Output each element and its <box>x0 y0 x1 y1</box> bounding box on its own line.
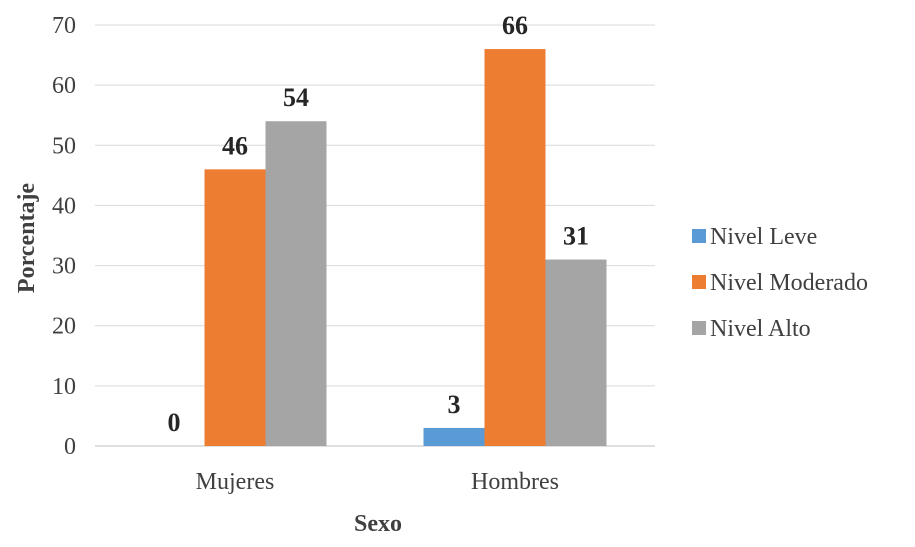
y-tick-label: 40 <box>52 193 76 219</box>
gridlines <box>95 24 655 447</box>
legend-swatch <box>692 275 706 289</box>
legend: Nivel Leve Nivel Moderado Nivel Alto <box>692 224 868 342</box>
bar <box>545 259 607 446</box>
data-label: 31 <box>563 222 589 251</box>
y-tick-label: 30 <box>52 254 76 280</box>
bar <box>204 169 266 447</box>
y-tick-label: 20 <box>52 314 76 340</box>
y-tick-label: 10 <box>52 374 76 400</box>
legend-label: Nivel Alto <box>710 316 811 342</box>
legend-label: Nivel Moderado <box>710 270 868 296</box>
bar <box>484 49 546 447</box>
y-axis-title: Porcentaje <box>14 183 40 294</box>
legend-swatch <box>692 321 706 335</box>
y-tick-label: 0 <box>64 434 76 460</box>
x-tick-label: Mujeres <box>196 469 275 495</box>
data-label: 46 <box>222 131 248 160</box>
y-tick-label: 60 <box>52 73 76 99</box>
legend-label: Nivel Leve <box>710 224 817 250</box>
bars <box>204 49 607 447</box>
bar <box>423 427 485 446</box>
data-label: 0 <box>168 408 181 437</box>
legend-swatch <box>692 229 706 243</box>
data-label: 66 <box>502 11 528 40</box>
data-label: 3 <box>448 390 461 419</box>
y-tick-label: 70 <box>52 13 76 39</box>
bar <box>265 121 327 446</box>
y-tick-label: 50 <box>52 133 76 159</box>
x-tick-label: Hombres <box>471 469 559 495</box>
x-axis-title: Sexo <box>354 511 402 537</box>
data-label: 54 <box>283 83 309 112</box>
data-labels: 0 46 54 3 66 31 <box>168 11 590 437</box>
